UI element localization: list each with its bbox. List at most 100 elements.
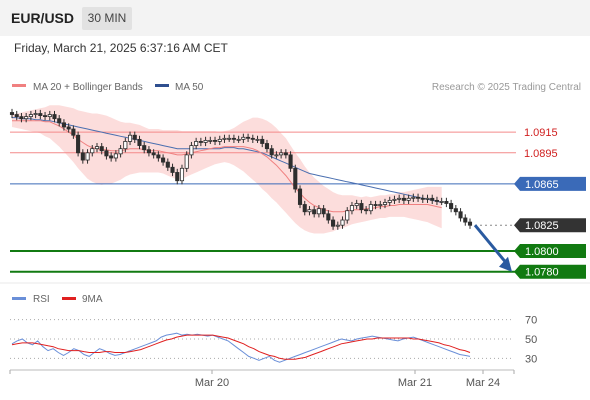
header-bar: EUR/USD 30 MIN xyxy=(0,0,590,36)
candle-body xyxy=(203,139,208,143)
candle-body xyxy=(179,167,185,182)
candle-body xyxy=(260,138,265,144)
timeframe-badge[interactable]: 30 MIN xyxy=(82,7,132,30)
candle-body xyxy=(269,148,274,156)
x-axis: Mar 20 Mar 21 Mar 24 xyxy=(9,370,515,389)
candle-body xyxy=(208,139,213,142)
candle-body xyxy=(156,154,161,159)
candle-body xyxy=(184,154,189,169)
candle-body xyxy=(33,113,38,115)
candle-body xyxy=(463,217,468,223)
x-tick-label-Mar-24: Mar 24 xyxy=(466,377,500,389)
candle-body xyxy=(359,203,364,211)
candle-body xyxy=(444,201,449,204)
ma50-legend-label: MA 50 xyxy=(175,82,204,93)
price-area: 1.0915 1.0895 1.0865 1.0825 1.0800 1.0780 xyxy=(9,105,586,279)
candle-body xyxy=(90,148,95,154)
candle-body xyxy=(165,161,170,168)
candle-body xyxy=(250,137,255,140)
candle-body xyxy=(264,143,270,150)
candle-body xyxy=(439,201,444,203)
candle-body xyxy=(354,203,359,206)
candle-body xyxy=(76,134,81,154)
level-tag-1.0865 xyxy=(514,176,586,191)
currency-pair-title: EUR/USD xyxy=(11,10,75,26)
ma50-legend-swatch xyxy=(155,84,169,87)
ma50-line xyxy=(12,117,442,203)
candle-body xyxy=(127,134,133,142)
candle-body xyxy=(99,146,104,152)
candle-body xyxy=(335,224,340,227)
candle-body xyxy=(326,213,331,221)
level-label-1.0915: 1.0915 xyxy=(524,127,558,139)
candle-body xyxy=(146,149,151,154)
candle-body xyxy=(430,197,435,201)
candle-body xyxy=(38,113,43,116)
candle-body xyxy=(24,116,29,120)
timestamp: Friday, March 21, 2025 6:37:16 AM CET xyxy=(14,41,228,55)
rsi-ma-line xyxy=(11,334,471,360)
level-label-1.0780: 1.0780 xyxy=(525,267,559,279)
candle-body xyxy=(9,112,15,115)
candle-body xyxy=(401,197,406,201)
research-credit: Research © 2025 Trading Central xyxy=(432,82,581,93)
level-label-1.0800: 1.0800 xyxy=(525,246,559,258)
x-tick-label-Mar-21: Mar 21 xyxy=(398,377,432,389)
ma20-legend-swatch xyxy=(12,84,26,87)
candle-body xyxy=(94,146,100,150)
candle-body xyxy=(66,126,71,130)
candle-body xyxy=(331,219,336,227)
candle-body xyxy=(458,211,463,219)
rsi-tick-30: 30 xyxy=(525,353,537,365)
candle-body xyxy=(170,166,175,173)
candle-body xyxy=(198,141,203,143)
candle-body xyxy=(416,196,421,199)
candle-body xyxy=(255,138,260,141)
candle-body xyxy=(137,138,142,146)
rsi-area: 70 50 30 xyxy=(10,315,537,365)
ma20-legend-label: MA 20 + Bollinger Bands xyxy=(33,82,143,93)
candle-body xyxy=(297,188,303,205)
candle-body xyxy=(42,115,48,118)
candle-body xyxy=(194,141,199,146)
candle-body xyxy=(288,154,293,169)
candle-body xyxy=(231,137,236,140)
candle-body xyxy=(312,209,317,215)
candle-body xyxy=(321,208,326,215)
level-label-1.0895: 1.0895 xyxy=(524,148,558,160)
candle-body xyxy=(175,172,180,182)
rsi-ma-legend-label: 9MA xyxy=(82,294,103,305)
candle-body xyxy=(373,204,378,206)
candle-body xyxy=(52,114,57,120)
projection-arrow-head xyxy=(499,256,512,272)
candle-body xyxy=(406,197,411,201)
candle-body xyxy=(449,203,454,210)
candle-body xyxy=(293,167,298,190)
candle-body xyxy=(109,155,114,159)
candle-body xyxy=(236,138,241,141)
x-tick-label-Mar-20: Mar 20 xyxy=(195,377,229,389)
candle-body xyxy=(132,134,137,140)
candle-body xyxy=(113,153,118,159)
candle-body xyxy=(71,128,76,136)
candle-body xyxy=(340,219,345,226)
projection-arrow-shaft xyxy=(473,224,508,264)
candle-body xyxy=(397,197,402,200)
candle-body xyxy=(212,139,218,142)
candle-body xyxy=(316,208,321,215)
candle-body xyxy=(387,199,392,203)
candle-body xyxy=(217,138,222,142)
candle-body xyxy=(283,152,288,156)
candle-body xyxy=(85,152,90,161)
candle-body xyxy=(19,116,24,120)
rsi-tick-70: 70 xyxy=(525,315,537,327)
candle-body xyxy=(246,136,251,139)
candle-body xyxy=(420,197,425,200)
candle-body xyxy=(434,199,440,202)
candle-body xyxy=(378,204,383,206)
candle-body xyxy=(307,209,312,213)
candle-body xyxy=(425,197,430,200)
candle-body xyxy=(274,154,279,157)
candle-body xyxy=(467,221,473,226)
